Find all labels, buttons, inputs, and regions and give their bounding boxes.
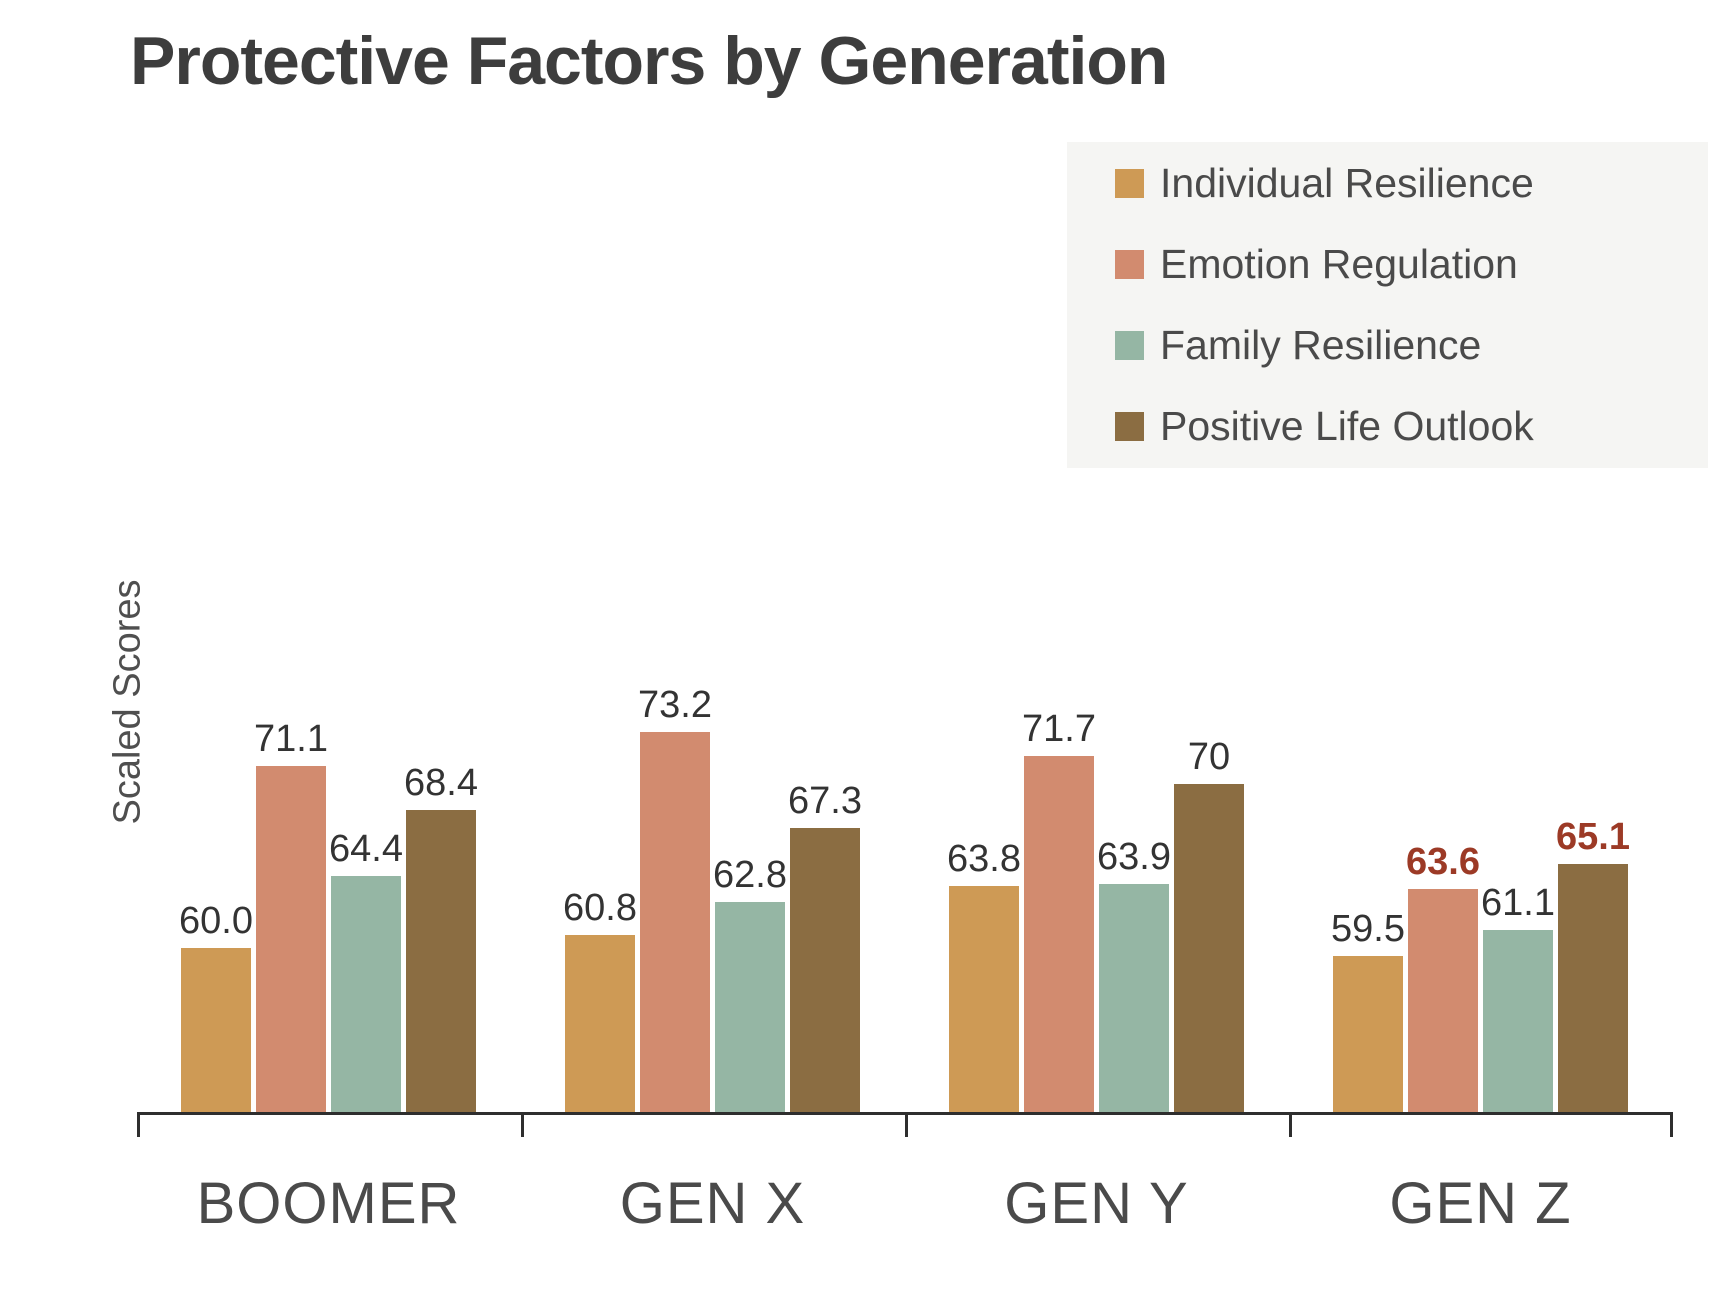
value-label: 71.7 xyxy=(1022,708,1096,750)
category-label-gen-y: GEN Y xyxy=(1004,1171,1189,1236)
bar-positive-life-outlook-gen-x xyxy=(790,828,860,1112)
category-label-gen-x: GEN X xyxy=(619,1171,806,1236)
bar-emotion-regulation-gen-x xyxy=(640,732,710,1112)
bar-group-gen-y: 63.8 71.7 63.9 70 xyxy=(947,620,1244,1112)
axis-tick-2 xyxy=(905,1112,908,1137)
bar-positive-life-outlook-gen-y xyxy=(1174,784,1244,1112)
bar-emotion-regulation-gen-y xyxy=(1024,756,1094,1112)
value-label: 63.8 xyxy=(947,838,1021,880)
category-label-boomer: BOOMER xyxy=(196,1171,461,1236)
bar-family-resilience-gen-x xyxy=(715,902,785,1112)
bar-family-resilience-gen-y xyxy=(1099,884,1169,1112)
bar-individual-resilience-gen-y xyxy=(949,886,1019,1112)
value-label: 60.0 xyxy=(179,900,253,942)
legend-swatch-icon xyxy=(1115,250,1144,279)
legend-swatch-icon xyxy=(1115,331,1144,360)
legend-label: Emotion Regulation xyxy=(1160,241,1518,287)
value-label: 63.9 xyxy=(1097,836,1171,878)
axis-tick-3 xyxy=(1289,1112,1292,1137)
value-label: 67.3 xyxy=(788,780,862,822)
legend: Individual Resilience Emotion Regulation F… xyxy=(1067,142,1708,468)
bar-positive-life-outlook-boomer xyxy=(406,810,476,1112)
value-label: 70 xyxy=(1187,736,1231,778)
legend-label: Individual Resilience xyxy=(1160,160,1534,206)
bar-family-resilience-gen-z xyxy=(1483,930,1553,1112)
axis-tick-0 xyxy=(137,1112,140,1137)
category-label-gen-z: GEN Z xyxy=(1389,1171,1572,1236)
bar-family-resilience-boomer xyxy=(331,876,401,1112)
bar-individual-resilience-gen-x xyxy=(565,935,635,1112)
bar-individual-resilience-gen-z xyxy=(1333,956,1403,1112)
plot-area: 60.0 71.1 64.4 68.4 BOOMER 60.8 73.2 62.8 67.3 GE… xyxy=(137,620,1673,1236)
legend-item-family-resilience: Family Resilience xyxy=(1115,305,1708,386)
legend-item-individual-resilience: Individual Resilience xyxy=(1115,143,1708,224)
chart-title: Protective Factors by Generation xyxy=(130,23,1168,99)
legend-swatch-icon xyxy=(1115,412,1144,441)
bar-group-gen-x: 60.8 73.2 62.8 67.3 xyxy=(563,620,862,1112)
value-label: 65.1 xyxy=(1556,816,1630,858)
value-label: 73.2 xyxy=(638,684,712,726)
value-label: 62.8 xyxy=(713,854,787,896)
value-label: 71.1 xyxy=(254,718,328,760)
legend-label: Family Resilience xyxy=(1160,322,1482,368)
legend-item-emotion-regulation: Emotion Regulation xyxy=(1115,224,1708,305)
bar-positive-life-outlook-gen-z xyxy=(1558,864,1628,1112)
bar-group-gen-z: 59.5 63.6 61.1 65.1 xyxy=(1331,620,1630,1112)
axis-tick-1 xyxy=(521,1112,524,1137)
value-label: 59.5 xyxy=(1331,908,1405,950)
legend-item-positive-life-outlook: Positive Life Outlook xyxy=(1115,386,1708,467)
bar-individual-resilience-boomer xyxy=(181,948,251,1112)
value-label: 64.4 xyxy=(329,828,403,870)
value-label: 63.6 xyxy=(1406,841,1480,883)
value-label: 61.1 xyxy=(1481,882,1555,924)
bar-emotion-regulation-boomer xyxy=(256,766,326,1112)
bar-group-boomer: 60.0 71.1 64.4 68.4 xyxy=(179,620,478,1112)
value-label: 60.8 xyxy=(563,887,637,929)
bar-emotion-regulation-gen-z xyxy=(1408,889,1478,1112)
axis-tick-4 xyxy=(1670,1112,1673,1137)
legend-swatch-icon xyxy=(1115,169,1144,198)
value-label: 68.4 xyxy=(404,762,478,804)
legend-label: Positive Life Outlook xyxy=(1160,403,1534,449)
